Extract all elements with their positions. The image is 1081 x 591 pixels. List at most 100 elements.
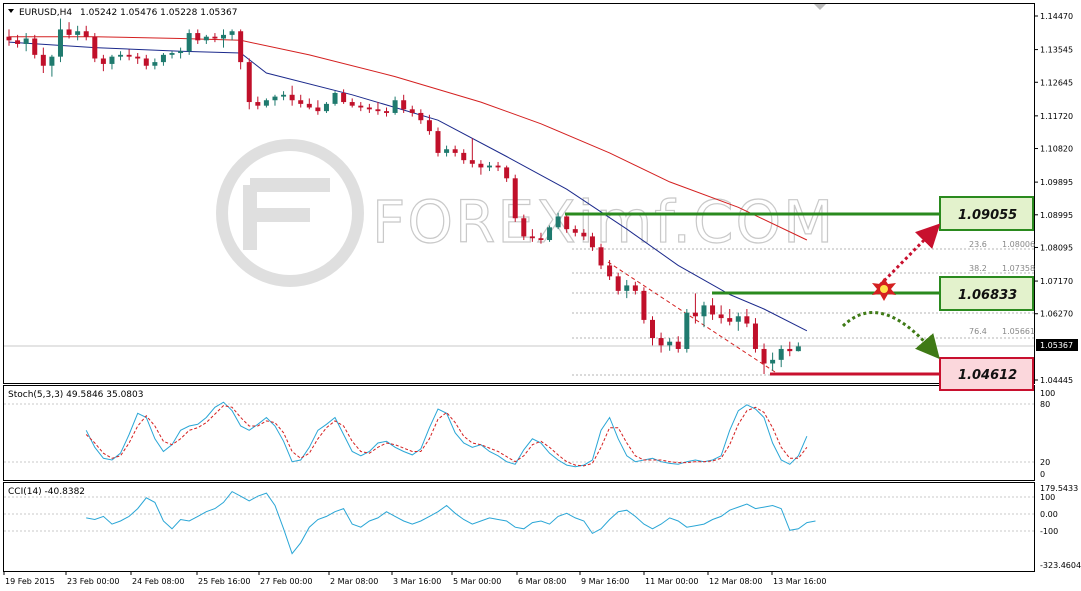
- candle: [701, 301, 707, 328]
- price-tick-label: 1.13545: [1040, 46, 1073, 55]
- candle-body: [109, 56, 115, 64]
- candle-body: [100, 58, 106, 64]
- cci-tick-min: -323.4604: [1040, 561, 1081, 570]
- explosion-icon: [872, 278, 896, 301]
- candle-body: [118, 54, 124, 57]
- candle: [229, 29, 235, 41]
- candle-body: [770, 359, 776, 364]
- candle: [632, 281, 638, 295]
- candle: [409, 105, 415, 117]
- candle-body: [581, 232, 587, 237]
- candle: [529, 229, 535, 242]
- candle-body: [632, 285, 638, 291]
- stoch-tick-100: 100: [1040, 389, 1055, 398]
- candle: [375, 102, 381, 115]
- candle-body: [375, 109, 381, 112]
- fib-ratio-2: 38.2: [969, 264, 987, 273]
- candle-body: [650, 319, 655, 339]
- candle-body: [761, 348, 767, 364]
- price-tick-label: 1.07170: [1040, 277, 1073, 286]
- candle: [272, 94, 278, 106]
- candle: [118, 51, 124, 61]
- candle-body: [529, 236, 535, 239]
- candle-body: [358, 105, 364, 108]
- candle-body: [435, 131, 441, 153]
- candle-body: [538, 238, 544, 241]
- candle-body: [426, 120, 432, 132]
- cci-tick-0: 0.00: [1040, 510, 1058, 519]
- candle: [598, 243, 604, 270]
- candle: [332, 91, 338, 106]
- price-tick-label: 1.09895: [1040, 178, 1073, 187]
- time-tick-label: 11 Mar 00:00: [645, 577, 698, 586]
- ma-fast-line: [8, 41, 808, 332]
- candle-body: [143, 58, 149, 66]
- candle-body: [444, 149, 450, 153]
- stoch-tick-20: 20: [1040, 458, 1050, 467]
- candle-body: [658, 338, 664, 346]
- candle-body: [332, 92, 338, 104]
- candle: [392, 96, 398, 115]
- cci-title: CCI(14) -40.8382: [8, 487, 85, 497]
- stoch-panel-frame: [3, 385, 1035, 481]
- time-tick-label: 9 Mar 16:00: [581, 577, 629, 586]
- time-tick-label: 13 Mar 16:00: [773, 577, 826, 586]
- candle-body: [384, 111, 390, 113]
- candle: [15, 34, 21, 48]
- candle-body: [452, 149, 458, 153]
- candle-body: [40, 54, 46, 66]
- candle-body: [255, 102, 261, 106]
- time-axis: 19 Feb 2015 23 Feb 00:00 24 Feb 08:00 25 Fe…: [3, 571, 826, 586]
- candle: [538, 232, 544, 244]
- candle-body: [409, 109, 415, 113]
- candle-body: [778, 348, 784, 360]
- candle: [452, 145, 458, 157]
- support-box: 1.04612: [939, 357, 1034, 391]
- candle-body: [392, 100, 398, 113]
- price-axis: 1.14470 1.13545 1.12645 1.11720 1.10820 1.098…: [1034, 12, 1073, 385]
- current-price-label: 1.05367: [1040, 341, 1073, 350]
- time-tick-label: 24 Feb 08:00: [132, 577, 184, 586]
- candle: [495, 161, 501, 172]
- candle: [547, 225, 553, 242]
- candles-group: [6, 18, 801, 375]
- candle-body: [75, 31, 81, 35]
- price-tick-label: 1.11720: [1040, 112, 1073, 121]
- symbol-label: EURUSD,H4: [19, 8, 72, 18]
- fib-levels: 23.6 1.08006 38.2 1.07358 76.4 1.05661: [572, 214, 1035, 376]
- candle-body: [57, 29, 63, 57]
- candle: [727, 309, 733, 326]
- candle: [675, 336, 681, 353]
- candle: [435, 127, 441, 157]
- candle: [667, 338, 673, 351]
- candle: [752, 318, 758, 353]
- dropdown-triangle-icon[interactable]: [8, 9, 14, 13]
- candle-body: [83, 31, 89, 37]
- watermark-text: FOREXimf.COM: [372, 188, 835, 256]
- candle: [366, 103, 372, 113]
- candle: [718, 305, 724, 324]
- scroll-shift-marker-icon[interactable]: [814, 4, 826, 10]
- cci-line: [86, 490, 816, 555]
- candle: [66, 22, 72, 39]
- candle-body: [598, 247, 604, 266]
- fib-ratio-3: 76.4: [969, 327, 987, 336]
- candle-body: [195, 33, 201, 41]
- candle-body: [555, 216, 561, 228]
- time-tick-label: 23 Feb 00:00: [67, 577, 119, 586]
- candle: [401, 94, 407, 113]
- candle-body: [366, 107, 372, 110]
- candle-body: [547, 227, 553, 241]
- candle: [615, 272, 621, 295]
- current-price-box: [1036, 339, 1078, 351]
- candle-body: [315, 107, 321, 112]
- resistance-1-box: 1.06833: [939, 276, 1034, 311]
- candle: [152, 58, 158, 70]
- candle: [289, 85, 295, 106]
- price-tick-label: 1.14470: [1040, 12, 1073, 21]
- candle-body: [306, 103, 312, 108]
- candle-body: [589, 236, 595, 248]
- candle: [323, 102, 329, 113]
- candle: [795, 342, 801, 352]
